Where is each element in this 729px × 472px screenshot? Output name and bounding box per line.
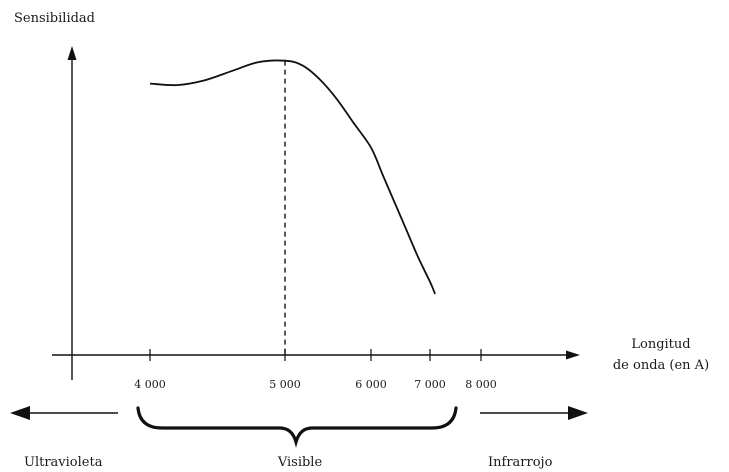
x-axis-arrowhead xyxy=(566,350,580,360)
infrared-label: Infrarrojo xyxy=(488,455,553,470)
x-ticks: 4 000 5 000 6 000 7 000 8 000 xyxy=(134,349,497,391)
x-axis-title-line1: Longitud xyxy=(631,337,690,352)
y-axis-arrowhead xyxy=(67,46,77,60)
plot-area xyxy=(149,59,436,355)
x-tick-label: 7 000 xyxy=(414,378,446,391)
x-tick-label: 5 000 xyxy=(269,378,301,391)
infrared-arrowhead xyxy=(568,406,588,420)
x-tick-label: 6 000 xyxy=(355,378,387,391)
x-tick-label: 8 000 xyxy=(465,378,497,391)
visible-label: Visible xyxy=(277,455,323,470)
y-axis-title: Sensibilidad xyxy=(14,11,95,26)
sensitivity-curve xyxy=(149,59,436,295)
ultraviolet-label: Ultravioleta xyxy=(24,455,103,470)
x-tick-label: 4 000 xyxy=(134,378,166,391)
visible-brace xyxy=(136,406,458,448)
ultraviolet-arrowhead xyxy=(10,406,30,420)
x-axis-title-line2: de onda (en A) xyxy=(613,358,709,373)
